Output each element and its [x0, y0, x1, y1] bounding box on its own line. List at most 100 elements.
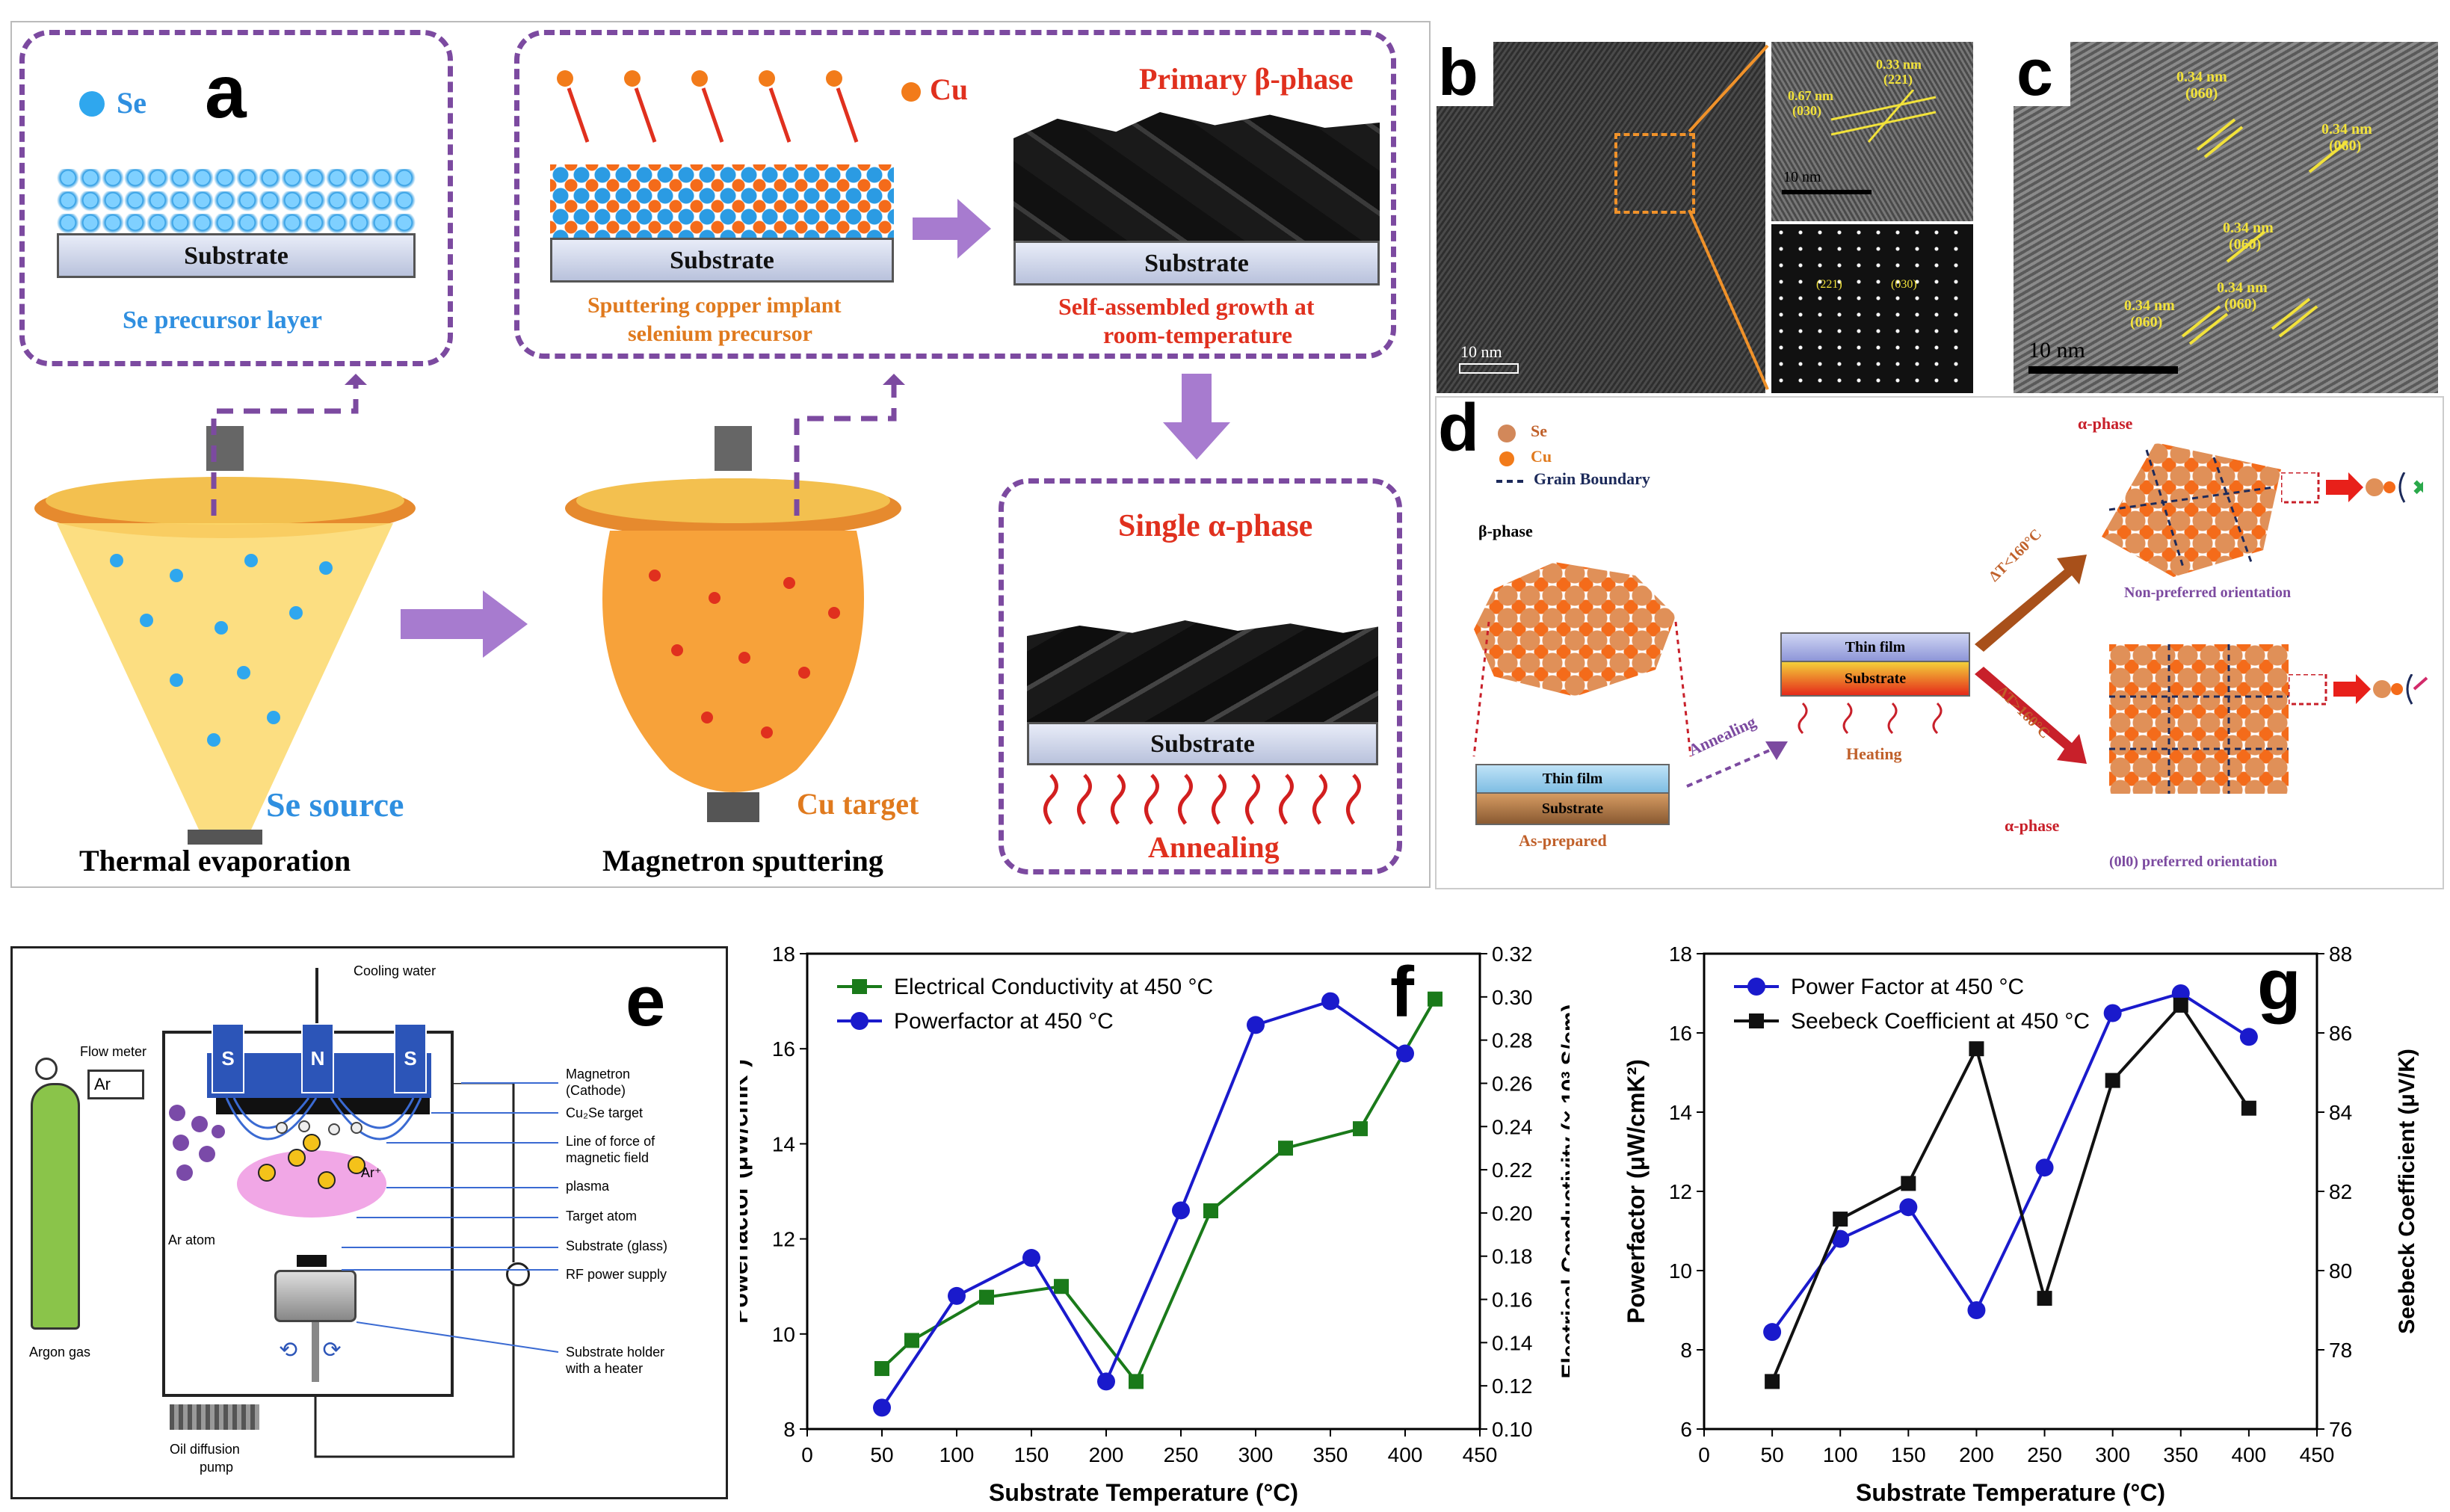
data-point [1278, 1141, 1293, 1156]
panel-letter: f [1390, 952, 1415, 1032]
x-tick-label: 300 [2095, 1443, 2130, 1466]
sputtering-chamber [565, 426, 901, 822]
alpha-crystals [1027, 620, 1378, 725]
heating-waves [1798, 702, 1943, 735]
y-right-tick-label: 0.28 [1492, 1029, 1533, 1052]
data-point [2035, 1158, 2054, 1177]
chart-f: 0 50 100 150 200 250 300 350 400 450 8 10 12 14 16 18 0.… [740, 942, 1570, 1506]
holder-shaft [312, 1322, 319, 1382]
x-tick-label: 400 [2232, 1443, 2267, 1466]
cu-legend-label: Cu [930, 72, 969, 106]
heating-film: Thin film [1780, 632, 1970, 662]
x-axis-label: Substrate Temperature (°C) [1856, 1479, 2165, 1506]
data-point [2239, 1028, 2258, 1046]
panel-b-fft1: (221) [1816, 278, 1842, 291]
flow-meter-label: Flow meter [80, 1044, 147, 1059]
y-right-tick-label: 0.30 [1492, 986, 1533, 1009]
y-left-tick-label: 6 [1680, 1418, 1692, 1441]
data-point [1831, 1229, 1850, 1248]
y-right-axis-label: Electrical Conductivity (× 10³ S/cm) [1558, 1005, 1570, 1379]
y-right-axis-label: Seebeck Coefficient (μV/K) [2395, 1049, 2419, 1334]
data-point [1054, 1279, 1069, 1295]
x-tick-label: 350 [1313, 1443, 1348, 1466]
panel-b-fft [1771, 224, 1973, 393]
panel-c-label-3: 0.34 nm [2223, 220, 2274, 236]
panel-b-zoom-lines [1688, 44, 1769, 390]
panel-b-d2: 0.67 nm [1788, 88, 1834, 103]
x-tick-label: 250 [2027, 1443, 2062, 1466]
y-left-tick-label: 12 [772, 1228, 795, 1251]
heat-waves [1043, 774, 1361, 825]
rf-power-supply[interactable] [506, 1262, 530, 1286]
panel-letter-e: e [626, 961, 666, 1041]
cooling-pipe [315, 968, 318, 1065]
mixed-layer [550, 164, 894, 239]
self-assembled-2: room-temperature [1103, 321, 1292, 348]
data-point [1321, 992, 1339, 1010]
circuit-wires [314, 1083, 515, 1458]
heating-label: Heating [1846, 744, 1902, 763]
ar-plus-label: Ar⁺ [361, 1165, 382, 1180]
panel-d: d Se Cu Grain Boundary β-phase Thin film… [1435, 391, 2444, 889]
data-point [1901, 1176, 1916, 1191]
y-right-tick-label: 0.24 [1492, 1115, 1533, 1138]
rotation-arrows: ⟲ ⟳ [279, 1338, 342, 1363]
substrate-4: Substrate [1027, 722, 1378, 765]
panel-letter-b-bg [1437, 42, 1493, 106]
alpha-grains-bottom [2109, 644, 2289, 794]
y-right-tick-label: 0.32 [1492, 942, 1533, 966]
panel-b-fft2: (030) [1891, 278, 1917, 291]
data-point [948, 1286, 966, 1305]
cu2se-target [216, 1098, 430, 1114]
data-point [1247, 1016, 1265, 1034]
line-force-label-2: magnetic field [566, 1150, 649, 1165]
y-right-tick-label: 0.16 [1492, 1289, 1533, 1312]
panel-b-d1: 0.33 nm [1876, 57, 1922, 72]
panel-c-label-1: 0.34 nm [2176, 69, 2227, 85]
plot-frame [806, 952, 1481, 1431]
legend-se-label: Se [1531, 422, 1547, 440]
beta-phase-label: β-phase [1478, 522, 1533, 540]
panel-c-label-1-idx: (060) [2185, 85, 2218, 102]
y-left-tick-label: 14 [772, 1132, 795, 1155]
x-tick-label: 100 [1823, 1443, 1858, 1466]
data-point [1765, 1374, 1780, 1389]
se-precursor-box [19, 30, 453, 366]
panel-b-scale-label: 10 nm [1460, 342, 1502, 361]
alpha-gb-top [2108, 449, 2274, 570]
target-label: Cu₂Se target [566, 1105, 644, 1120]
flow-meter-gauge [35, 1058, 58, 1080]
legend-label: Seebeck Coefficient at 450 °C [1791, 1009, 2090, 1034]
panel-c-label-5-idx: (060) [2224, 296, 2257, 312]
oil-pump-label-1: Oil diffusion [170, 1442, 240, 1457]
rf-power-label: RF power supply [566, 1267, 667, 1282]
svg-text:✖: ✖ [2412, 475, 2423, 500]
y-right-tick-label: 0.20 [1492, 1202, 1533, 1225]
data-point [1899, 1198, 1918, 1217]
legend-label: Powerfactor at 450 °C [894, 1009, 1114, 1034]
x-axis-label: Substrate Temperature (°C) [989, 1479, 1298, 1506]
x-tick-label: 50 [870, 1443, 893, 1466]
y-left-axis-label: Powerfactor (μW/cmK²) [1623, 1059, 1650, 1324]
callout-lines [342, 1082, 559, 1353]
y-right-tick-label: 78 [2329, 1339, 2352, 1362]
annealing-arrow [1686, 741, 1788, 788]
panel-letter: g [2257, 945, 2301, 1025]
line-force-label-1: Line of force of [566, 1134, 655, 1149]
legend-marker [851, 1012, 868, 1030]
target-atoms [258, 1120, 365, 1189]
panel-b-inset-scale-label: 10 nm [1783, 169, 1821, 185]
cooling-label: Cooling water [354, 963, 436, 978]
dashed-connector-1 [211, 374, 367, 516]
as-prepared-label: As-prepared [1519, 831, 1607, 850]
panel-b-d1-idx: (221) [1883, 72, 1913, 87]
chart-g: 0 50 100 150 200 250 300 350 400 450 6 8 10 12 14 16 18 7… [1623, 942, 2419, 1506]
alpha-phase-top: α-phase [2078, 414, 2133, 433]
substrate-3: Substrate [1013, 241, 1380, 286]
panel-b-inset-scalebar [1782, 190, 1872, 194]
x-tick-label: 50 [1761, 1443, 1784, 1466]
data-point [1129, 1374, 1144, 1389]
magnetron-label: Magnetron [566, 1067, 631, 1081]
panel-b-roi [1614, 133, 1695, 214]
data-point [1353, 1121, 1368, 1137]
